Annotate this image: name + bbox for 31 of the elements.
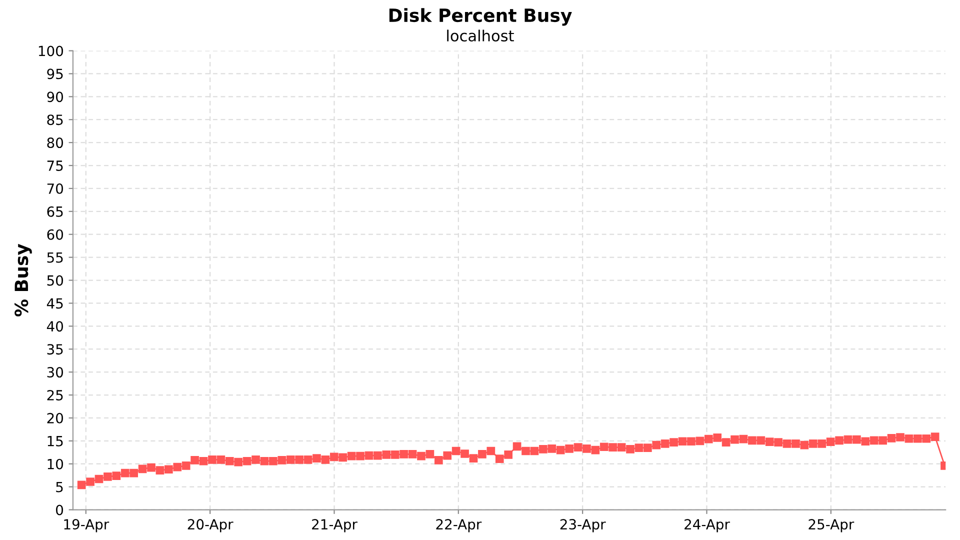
x-tick-label: 22-Apr <box>436 519 482 532</box>
y-tick-label: 65 <box>47 206 63 217</box>
y-tick-label: 30 <box>47 367 64 378</box>
chart-title: Disk Percent Busy <box>389 8 572 26</box>
y-tick-label: 55 <box>47 252 63 263</box>
y-tick-label: 50 <box>47 275 64 286</box>
y-tick-label: 90 <box>47 92 64 102</box>
chart-subtitle: localhost <box>447 30 514 42</box>
y-tick-label: 40 <box>46 321 64 332</box>
y-tick-label: 60 <box>47 229 64 240</box>
y-tick-label: 20 <box>47 412 64 424</box>
y-tick-label: 10 <box>48 458 64 470</box>
y-tick-label: 0 <box>56 504 64 516</box>
y-tick-label: 85 <box>47 114 63 126</box>
x-tick-label: 25-Apr <box>808 519 854 532</box>
y-axis-title: % Busy <box>14 244 32 316</box>
y-tick-label: 100 <box>38 46 64 56</box>
x-tick-label: 19-Apr <box>64 519 110 532</box>
x-tick-label: 21-Apr <box>312 519 358 532</box>
y-tick-label: 35 <box>47 344 63 355</box>
y-tick-label: 45 <box>46 298 63 309</box>
x-tick-label: 20-Apr <box>188 519 234 532</box>
y-tick-label: 70 <box>47 183 64 194</box>
y-tick-label: 95 <box>47 68 63 80</box>
y-tick-label: 5 <box>56 482 63 492</box>
y-tick-label: 15 <box>48 436 63 446</box>
y-tick-label: 25 <box>47 390 63 400</box>
x-tick-label: 24-Apr <box>684 519 730 532</box>
y-tick-label: 75 <box>47 160 63 171</box>
y-tick-label: 80 <box>47 138 64 148</box>
x-tick-label: 23-Apr <box>560 519 606 532</box>
